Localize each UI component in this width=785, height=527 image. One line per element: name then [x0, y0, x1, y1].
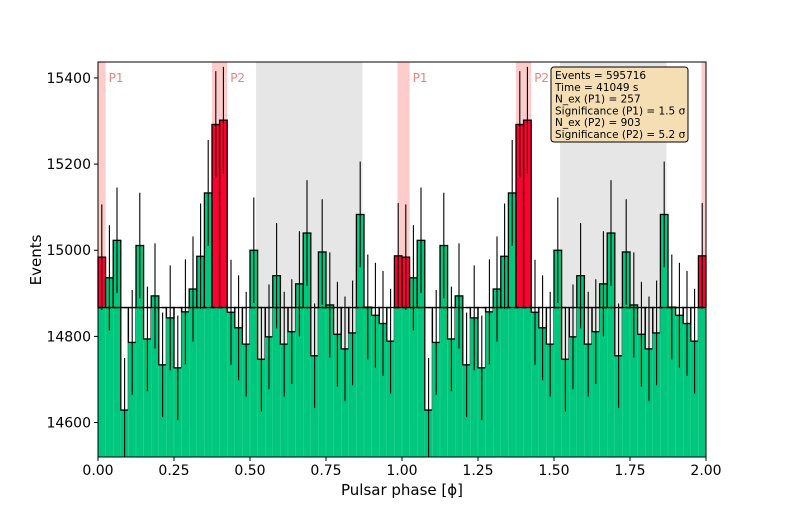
x-tick-label: 0.75: [310, 463, 341, 479]
info-box-line: N_ex (P2) = 903: [555, 117, 641, 129]
p2-region-label: P2: [230, 71, 245, 85]
x-tick-label: 0.25: [158, 463, 189, 479]
info-box-line: Significance (P2) = 5.2 σ: [555, 129, 686, 141]
p1-region-label: P1: [109, 71, 124, 85]
y-tick-label: 14600: [46, 416, 91, 432]
y-ticks: 14600 14800 15000 15200 15400: [46, 71, 98, 432]
info-box-line: Time = 41049 s: [554, 82, 638, 94]
y-tick-label: 14800: [46, 329, 91, 345]
x-tick-label: 1.00: [386, 463, 417, 479]
y-axis-label: Events: [27, 234, 45, 285]
x-tick-label: 1.25: [462, 463, 493, 479]
p2-region-label: P2: [534, 71, 549, 85]
y-tick-label: 15200: [46, 157, 91, 173]
x-tick-label: 0.50: [234, 463, 265, 479]
x-tick-label: 1.75: [614, 463, 645, 479]
info-box-line: Significance (P1) = 1.5 σ: [555, 105, 686, 117]
x-tick-label: 2.00: [690, 463, 721, 479]
info-box-line: N_ex (P1) = 257: [555, 94, 641, 106]
x-ticks: 0.00 0.25 0.50 0.75 1.00 1.25 1.50 1.75 2.00: [82, 457, 721, 479]
info-box-line: Events = 595716: [555, 70, 646, 82]
p1-region-label: P1: [413, 71, 428, 85]
y-tick-label: 15400: [46, 71, 91, 87]
x-tick-label: 0.00: [82, 463, 113, 479]
y-tick-label: 15000: [46, 243, 91, 259]
x-tick-label: 1.50: [538, 463, 569, 479]
x-axis-label: Pulsar phase [ϕ]: [341, 481, 463, 499]
